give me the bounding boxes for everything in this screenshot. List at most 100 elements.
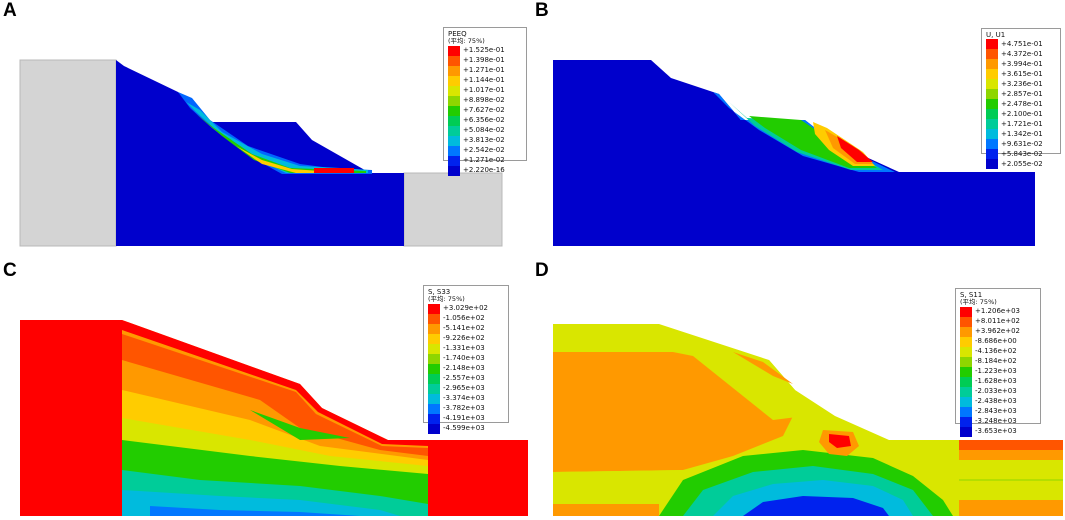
right-rigid-support — [403, 172, 503, 247]
legend-entry: +3.236e-01 — [986, 79, 1056, 89]
legend-entry: +6.356e-02 — [448, 115, 522, 126]
legend-value: +1.398e-01 — [463, 56, 505, 64]
legend-value: +2.478e-01 — [1001, 99, 1043, 108]
left-lower-yellow — [553, 470, 683, 504]
legend-entry: +2.055e-02 — [986, 159, 1056, 169]
legend-entry: -1.331e+03 — [428, 343, 504, 354]
legend-color-swatch — [986, 69, 998, 79]
legend-value: +1.342e-01 — [1001, 129, 1043, 138]
legend-color-swatch — [448, 55, 460, 66]
slope-body — [553, 60, 1035, 246]
legend-value: +3.994e-01 — [1001, 59, 1043, 68]
legend-color-swatch — [428, 393, 440, 404]
legend-entry: -1.740e+03 — [428, 353, 504, 364]
legend-entry: +4.751e-01 — [986, 39, 1056, 49]
legend-value: +1.525e-01 — [463, 46, 505, 54]
legend-entry: +1.721e-01 — [986, 119, 1056, 129]
legend-subtitle: (平均: 75%) — [960, 298, 997, 306]
legend-color-swatch — [448, 115, 460, 126]
legend-entry: -8.686e+00 — [960, 336, 1036, 347]
panel-c: C S, S33 (平均: 75%) +3.029e+02 -1.056e+02 -… — [0, 260, 532, 520]
legend-value: -1.628e+03 — [975, 377, 1017, 385]
legend-entry: -9.226e+02 — [428, 333, 504, 344]
legend-color-swatch — [448, 145, 460, 156]
legend-rows: +4.751e-01 +4.372e-01 +3.994e-01 +3.615e-01… — [986, 39, 1056, 169]
left-support-stress — [20, 320, 122, 516]
legend-entry: +1.144e-01 — [448, 75, 522, 86]
legend-color-swatch — [986, 79, 998, 89]
legend-title: S, S11 — [960, 291, 983, 299]
panel-label-d: D — [535, 260, 549, 281]
legend-color-swatch — [960, 426, 972, 437]
legend-title: S, S33 — [428, 288, 451, 296]
legend-value: +5.084e-02 — [463, 126, 505, 134]
legend-color-swatch — [960, 356, 972, 367]
legend-color-swatch — [960, 386, 972, 397]
legend-subtitle: (平均: 75%) — [428, 295, 465, 303]
wedge-green — [250, 410, 350, 440]
legend-value: +2.542e-02 — [463, 146, 505, 154]
legend-peeq: PEEQ (平均: 75%) +1.525e-01 +1.398e-01 +1.27… — [443, 27, 527, 176]
legend-u1: U, U1 +4.751e-01 +4.372e-01 +3.994e-01 +3.6… — [981, 28, 1061, 169]
legend-value: +9.631e-02 — [1001, 139, 1043, 148]
legend-s33: S, S33 (平均: 75%) +3.029e+02 -1.056e+02 -5.… — [423, 285, 509, 434]
legend-entry: +7.627e-02 — [448, 105, 522, 116]
legend-color-swatch — [960, 406, 972, 417]
shear-band-mid — [186, 102, 368, 173]
panel-label-b: B — [535, 0, 549, 21]
legend-color-swatch — [428, 313, 440, 324]
legend-color-swatch — [448, 135, 460, 146]
legend-entry: -1.628e+03 — [960, 376, 1036, 387]
legend-entry: +2.220e-16 — [448, 165, 522, 176]
legend-value: -3.782e+03 — [443, 404, 485, 412]
legend-value: +1.271e-01 — [463, 66, 505, 74]
legend-color-swatch — [960, 336, 972, 347]
legend-color-swatch — [428, 383, 440, 394]
legend-entry: +5.843e-02 — [986, 149, 1056, 159]
legend-value: +3.236e-01 — [1001, 79, 1043, 88]
legend-value: -2.843e+03 — [975, 407, 1017, 415]
legend-color-swatch — [428, 333, 440, 344]
legend-entry: +3.615e-01 — [986, 69, 1056, 79]
panel-a: A PEEQ (平均: 75%) +1.525e-01 +1.398e-01 +1.… — [0, 0, 532, 260]
legend-value: -4.136e+02 — [975, 347, 1017, 355]
legend-entry: -5.141e+02 — [428, 323, 504, 334]
legend-entry: +8.898e-02 — [448, 95, 522, 106]
legend-color-swatch — [428, 343, 440, 354]
legend-value: -5.141e+02 — [443, 324, 485, 332]
legend-entry: -1.223e+03 — [960, 366, 1036, 377]
legend-color-swatch — [428, 353, 440, 364]
legend-value: -3.374e+03 — [443, 394, 485, 402]
toe-hotspot-core — [829, 434, 851, 448]
surface-orange-streak — [733, 352, 793, 384]
legend-rows: +1.206e+03 +8.011e+02 +3.962e+02 -8.686e+00… — [960, 306, 1036, 437]
legend-color-swatch — [960, 366, 972, 377]
band-blue — [150, 506, 360, 516]
legend-s11: S, S11 (平均: 75%) +1.206e+03 +8.011e+02 +3.… — [955, 288, 1041, 437]
legend-color-swatch — [428, 413, 440, 424]
legend-color-swatch — [428, 403, 440, 414]
legend-value: +2.220e-16 — [463, 166, 505, 174]
panel-label-a: A — [3, 0, 17, 21]
legend-entry: -3.248e+03 — [960, 416, 1036, 427]
legend-entry: +3.029e+02 — [428, 303, 504, 314]
panel-b: B U, U1 +4.751e-01 +4.372e-01 +3.994e-01 +3… — [533, 0, 1065, 260]
legend-entry: -2.438e+03 — [960, 396, 1036, 407]
legend-value: -8.184e+02 — [975, 357, 1017, 365]
legend-entry: -3.782e+03 — [428, 403, 504, 414]
legend-color-swatch — [986, 59, 998, 69]
left-bottom-orange-strip — [553, 504, 659, 516]
peeq-contour-plot — [19, 59, 503, 247]
legend-value: +2.100e-01 — [1001, 109, 1043, 118]
legend-entry: +9.631e-02 — [986, 139, 1056, 149]
legend-value: +7.627e-02 — [463, 106, 505, 114]
legend-color-swatch — [960, 316, 972, 327]
center-diagonal-yellow — [693, 356, 805, 420]
lower-blue-arch-blue — [743, 496, 889, 516]
legend-color-swatch — [428, 323, 440, 334]
legend-value: -2.148e+03 — [443, 364, 485, 372]
legend-rows: +3.029e+02 -1.056e+02 -5.141e+02 -9.226e+02… — [428, 303, 504, 434]
legend-value: -3.248e+03 — [975, 417, 1017, 425]
right-bottom-band-orange-low — [959, 500, 1063, 516]
legend-entry: +5.084e-02 — [448, 125, 522, 136]
